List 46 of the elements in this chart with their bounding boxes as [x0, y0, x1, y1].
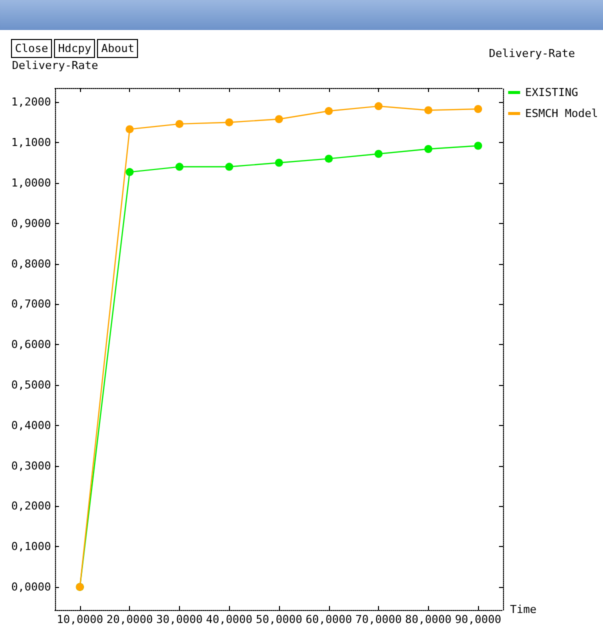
y-tick-label: 0,4000	[11, 418, 51, 432]
text: Close	[11, 39, 52, 58]
x-tick-label: 40,0000	[206, 613, 252, 626]
point	[225, 118, 234, 126]
point	[424, 106, 432, 114]
y-tick-label: 0,0000	[11, 580, 51, 594]
point	[474, 142, 482, 150]
point	[126, 125, 134, 134]
y-tick-label: 0,5000	[11, 378, 51, 392]
point	[175, 120, 184, 128]
y-tick-label: 1,1000	[11, 136, 51, 150]
legend-label: EXISTING	[525, 86, 578, 99]
x-tick-label: 30,0000	[156, 613, 203, 626]
point	[474, 105, 482, 114]
point	[324, 154, 333, 163]
point	[324, 107, 333, 116]
y-axis-title: Delivery-Rate	[12, 59, 98, 72]
y-tick-label: 0,6000	[11, 338, 51, 352]
x-axis-title: Time	[510, 603, 536, 616]
point	[374, 102, 383, 110]
y-tick-label: 0,7000	[11, 298, 51, 311]
y-tick-label: 0,9000	[11, 216, 51, 230]
point	[275, 158, 283, 167]
text: Hdcpy	[54, 39, 96, 58]
y-tick-label: 0,2000	[11, 500, 51, 513]
point	[275, 115, 283, 124]
x-tick-label: 10,0000	[56, 613, 104, 626]
x-tick-label: 70,0000	[355, 613, 402, 626]
y-tick-label: 0,8000	[11, 257, 51, 270]
x-tick-label: 50,0000	[256, 613, 302, 626]
point	[175, 162, 184, 171]
text: About	[97, 39, 138, 58]
point	[374, 150, 383, 158]
x-tick-label: 60,0000	[306, 613, 352, 626]
y-tick-label: 1,0000	[11, 176, 51, 190]
point	[126, 168, 134, 176]
y-tick-label: 0,1000	[11, 540, 51, 554]
text: Delivery-Rate	[488, 47, 575, 60]
x-tick-label: 90,0000	[454, 613, 502, 626]
point	[424, 145, 432, 154]
legend-label: ESMCH Model	[525, 107, 598, 120]
y-tick-label: 1,2000	[11, 96, 51, 109]
point	[225, 162, 234, 171]
x-tick-label: 80,0000	[405, 613, 452, 626]
x-tick-label: 20,0000	[106, 613, 153, 626]
y-tick-label: 0,3000	[11, 459, 51, 472]
